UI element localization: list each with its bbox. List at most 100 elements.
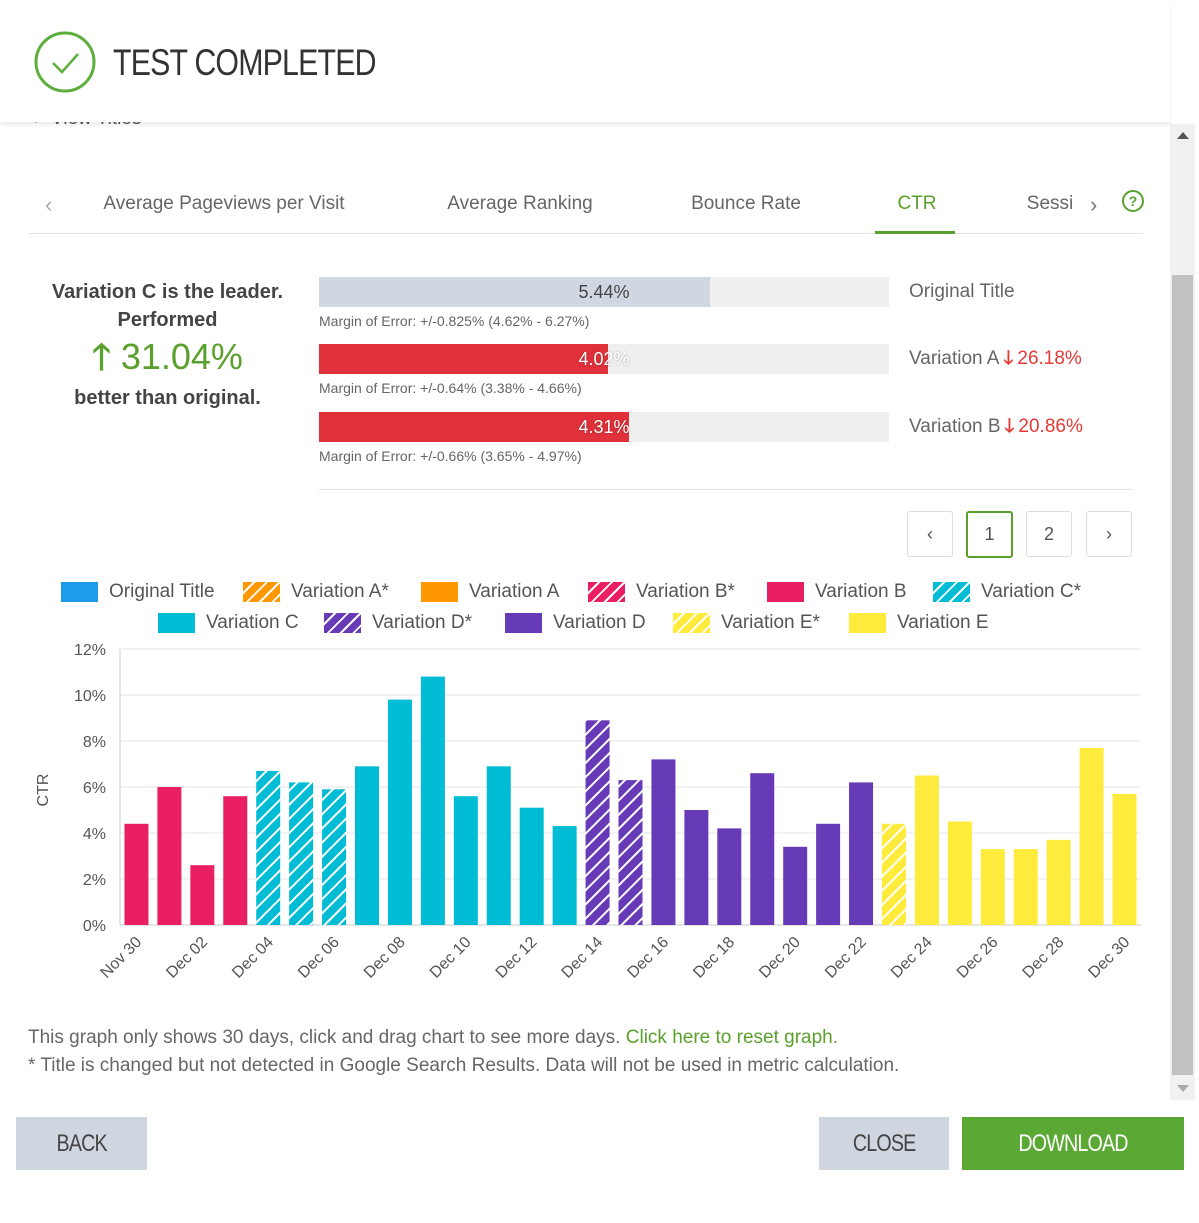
- download-button[interactable]: DOWNLOAD RESULTS: [962, 1117, 1184, 1210]
- legend-label: Variation A*: [291, 581, 389, 602]
- x-tick-label: Dec 12: [493, 934, 541, 982]
- bar-track: 4.02%: [319, 344, 889, 374]
- legend-item[interactable]: Variation D: [505, 612, 646, 634]
- legend-item[interactable]: Variation D*: [324, 612, 472, 634]
- x-tick-label: Dec 10: [427, 934, 475, 982]
- margin-of-error: Margin of Error: +/-0.66% (3.65% - 4.97%…: [319, 448, 582, 464]
- note-text: This graph only shows 30 days, click and…: [28, 1027, 621, 1048]
- legend-item[interactable]: Variation A*: [243, 581, 389, 603]
- bar: [816, 823, 841, 925]
- back-button[interactable]: BACK: [16, 1117, 147, 1170]
- bar: [355, 766, 380, 925]
- bar: [486, 766, 511, 925]
- bar: [322, 789, 347, 925]
- tab[interactable]: Bounce Rate: [691, 193, 801, 214]
- bar: [849, 782, 874, 925]
- margin-of-error: Margin of Error: +/-0.825% (4.62% - 6.27…: [319, 313, 590, 329]
- bar: [124, 823, 149, 925]
- x-tick-label: Dec 16: [624, 934, 672, 982]
- legend-item[interactable]: Variation C: [158, 612, 299, 634]
- bar: [947, 821, 972, 925]
- page-button[interactable]: 2: [1026, 511, 1072, 557]
- title: TEST COMPLETED: [113, 42, 377, 83]
- legend-swatch: [588, 582, 625, 602]
- comparison-divider: [319, 489, 1133, 490]
- bar-fill: [319, 277, 711, 307]
- bar: [651, 759, 676, 925]
- legend-item[interactable]: Variation C*: [933, 581, 1081, 603]
- bar: [783, 846, 808, 925]
- legend-item[interactable]: Variation B: [767, 581, 907, 603]
- bar: [684, 810, 709, 925]
- legend-item[interactable]: Variation E: [849, 612, 989, 634]
- change-value: 20.86%: [1018, 416, 1083, 437]
- x-tick-label: Dec 18: [690, 934, 738, 982]
- tab-next[interactable]: ›: [1090, 192, 1098, 217]
- y-tick-label: 10%: [74, 688, 106, 705]
- legend-item[interactable]: Original Title: [61, 581, 215, 603]
- x-tick-label: Dec 06: [295, 934, 343, 982]
- page-button[interactable]: 1: [966, 511, 1013, 558]
- reset-link[interactable]: Click here to reset graph.: [625, 1027, 839, 1048]
- legend-swatch: [849, 613, 886, 633]
- bar: [453, 796, 478, 925]
- legend-label: Variation E*: [721, 612, 820, 633]
- improvement-value: 31.04%: [120, 336, 243, 377]
- check-icon: [34, 31, 96, 93]
- download-label[interactable]: DOWNLOAD RESULTS: [1018, 1130, 1128, 1210]
- leader-improvement: 🡑 31.04%: [92, 336, 243, 377]
- page-next[interactable]: ›: [1086, 511, 1132, 557]
- bar: [420, 676, 445, 925]
- bar: [717, 828, 742, 925]
- tab[interactable]: CTR: [897, 193, 937, 214]
- bar: [750, 773, 775, 925]
- y-tick-label: 12%: [74, 642, 106, 659]
- bar: [881, 823, 906, 925]
- row-name-text: Variation A: [909, 348, 1000, 369]
- change-value: 26.18%: [1017, 348, 1082, 369]
- legend-item[interactable]: Variation A: [421, 581, 559, 603]
- scroll-up[interactable]: [1177, 132, 1189, 139]
- close-label[interactable]: CLOSE: [852, 1130, 916, 1157]
- legend-swatch: [61, 582, 98, 602]
- leader-line2: Performed: [117, 309, 218, 331]
- back-label[interactable]: BACK: [56, 1130, 107, 1157]
- bar: [914, 775, 939, 925]
- leader-line3: better than original.: [74, 387, 261, 409]
- legend-item[interactable]: Variation B*: [588, 581, 735, 603]
- row-name: Original Title: [909, 277, 1015, 307]
- legend-label: Variation A: [469, 581, 560, 602]
- x-tick-label: Dec 02: [163, 934, 211, 982]
- page-prev[interactable]: ‹: [907, 511, 953, 557]
- y-tick-label: 8%: [83, 734, 106, 751]
- legend-swatch: [421, 582, 458, 602]
- down-arrow: 🡓: [1004, 416, 1015, 437]
- scrollbar[interactable]: [1170, 124, 1195, 1100]
- scroll-down[interactable]: [1177, 1085, 1189, 1092]
- legend-swatch: [243, 582, 280, 602]
- x-tick-label: Dec 24: [888, 934, 936, 982]
- bar-value-label: 5.44%: [578, 282, 630, 302]
- legend-item[interactable]: Variation E*: [673, 612, 820, 634]
- legend-label: Variation C: [206, 612, 299, 633]
- tab-prev[interactable]: ‹: [45, 192, 53, 217]
- close-button[interactable]: CLOSE: [819, 1117, 949, 1170]
- bar: [1046, 839, 1071, 925]
- legend-label: Variation D*: [372, 612, 472, 633]
- y-tick-label: 6%: [83, 780, 106, 797]
- header: TEST COMPLETED: [0, 0, 1170, 122]
- x-tick-label: Dec 14: [559, 934, 607, 982]
- bar: [1079, 747, 1104, 925]
- tab[interactable]: Average Pageviews per Visit: [103, 193, 345, 214]
- tab[interactable]: Sessi: [1026, 193, 1074, 214]
- bar: [256, 770, 281, 925]
- legend-swatch: [933, 582, 970, 602]
- bar-track: 5.44%: [319, 277, 889, 307]
- bar-track: 4.31%: [319, 412, 889, 442]
- help-icon[interactable]: ?: [1121, 189, 1145, 213]
- tab[interactable]: Average Ranking: [447, 193, 593, 214]
- row-name: Variation B 🡓 20.86%: [909, 412, 1083, 442]
- bar: [618, 780, 643, 925]
- scroll-thumb[interactable]: [1172, 275, 1193, 1075]
